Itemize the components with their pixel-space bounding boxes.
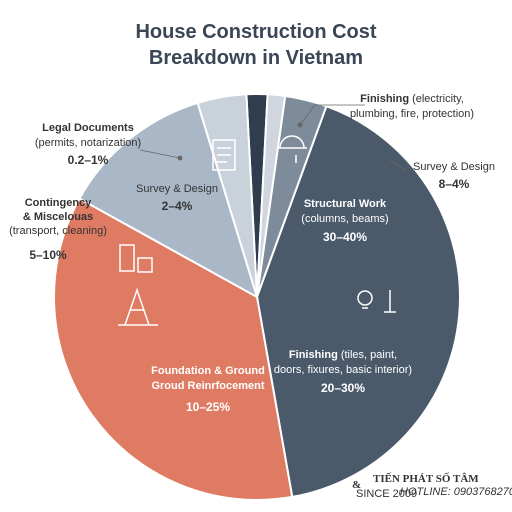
pie-slice — [78, 101, 259, 300]
slice-name: Finishing — [289, 349, 338, 361]
callout: Finishing (electricity, — [360, 93, 464, 105]
callout-name: Contingency — [25, 197, 92, 209]
slice-name: Foundation & Ground — [151, 365, 265, 377]
title-line: House Construction Cost — [135, 21, 376, 43]
slice-name: Structural Work — [304, 198, 387, 210]
pie — [53, 93, 462, 501]
slice-name: Survey & Design — [136, 183, 218, 195]
logo-since: SINCE 2009 — [356, 488, 417, 500]
leader-lines — [139, 104, 406, 171]
slice-text: doors, fixures, basic interior) — [274, 364, 412, 376]
callout-range: 8–4% — [439, 177, 470, 191]
slice-name: Groud Reinrfocement — [151, 380, 264, 392]
callout-range: 0.2–1% — [68, 153, 109, 167]
logo-hotline: HOTLINE: 0903768270 — [400, 486, 512, 498]
svg-text:&: & — [352, 479, 361, 491]
slice-label: Finishing (tiles, paint, — [289, 349, 397, 361]
slice-text: (tiles, paint, — [341, 349, 397, 361]
slice-range: 2–4% — [162, 199, 193, 213]
callout-name: Legal Documents — [42, 122, 134, 134]
callout-text: (permits, notarization) — [35, 137, 141, 149]
callout-name: & Miscelouas — [23, 211, 93, 223]
slice-range: 20–30% — [321, 381, 365, 395]
callout-text: plumbing, fire, protection) — [350, 108, 474, 120]
callout-range: 5–10% — [29, 248, 67, 262]
slice-range: 10–25% — [186, 400, 230, 414]
callout-name: Finishing — [360, 93, 409, 105]
slice-name: (columns, beams) — [301, 213, 388, 225]
logo-name: TIẾN PHÁT SỐ TÂM — [373, 472, 479, 485]
title-line: Breakdown in Vietnam — [149, 47, 363, 69]
callout-text: (electricity, — [412, 93, 464, 105]
slice-range: 30–40% — [323, 230, 367, 244]
icons — [118, 135, 396, 326]
pie-slice — [53, 197, 294, 501]
logo: & TIẾN PHÁT SỐ TÂM SINCE 2009 HOTLINE: 0… — [352, 472, 512, 500]
callout-name: Survey & Design — [413, 161, 495, 173]
callout-text: (transport, cleaning) — [9, 225, 107, 237]
